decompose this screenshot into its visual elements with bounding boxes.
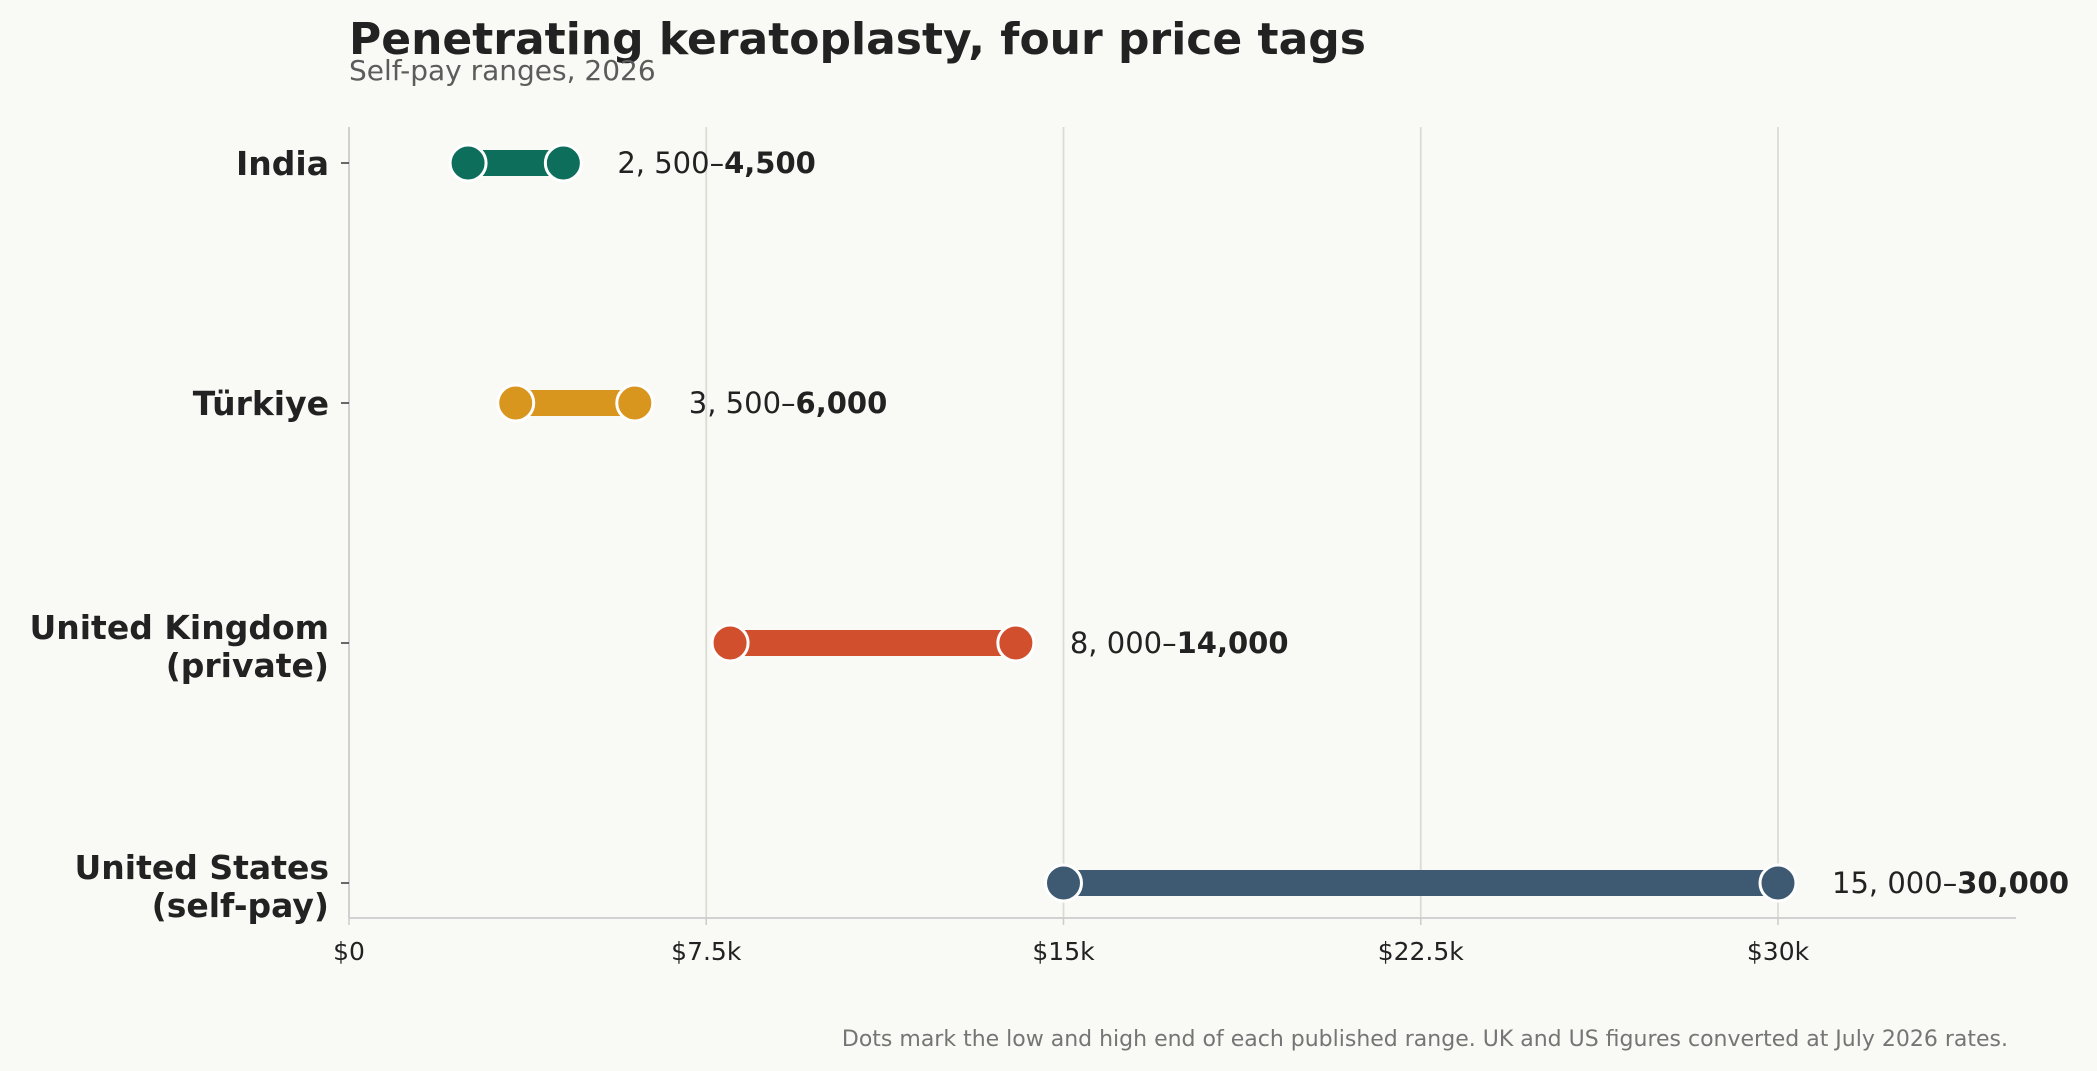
- range-label-low-3: 15, 000–: [1832, 866, 1957, 900]
- range-dot-low-1: [496, 383, 536, 423]
- range-label-3: 15, 000–30,000: [1832, 866, 2069, 900]
- range-label-high-3: 30,000: [1957, 866, 2069, 900]
- x-tick-label-1: $7.5k: [671, 937, 742, 966]
- range-dot-high-3: [1758, 863, 1798, 903]
- range-dot-low-3: [1044, 863, 1083, 903]
- gridlines: [705, 127, 1779, 918]
- range-labels: 2, 500–4,500 3, 500–6,000 8, 000–14,000 15,…: [617, 146, 2069, 900]
- range-label-2: 8, 000–14,000: [1070, 626, 1289, 660]
- range-dot-high-1: [615, 383, 655, 423]
- range-label-high-0: 4,500: [724, 146, 816, 180]
- chart-title: Penetrating keratoplasty, four price tag…: [349, 14, 1366, 65]
- range-bar-1: [515, 390, 635, 416]
- range-label-high-1: 6,000: [796, 386, 888, 420]
- x-tick-label-4: $30k: [1747, 937, 1810, 966]
- range-label-1: 3, 500–6,000: [689, 386, 887, 420]
- category-label-1: Türkiye: [193, 384, 329, 423]
- category-label-0: India: [236, 144, 329, 183]
- range-dot-high-2: [996, 623, 1036, 663]
- axes: [348, 127, 2016, 919]
- range-bar-2: [730, 630, 1016, 656]
- range-dot-low-2: [710, 623, 750, 663]
- range-bar-3: [1063, 870, 1778, 896]
- range-label-low-0: 2, 500–: [617, 146, 724, 180]
- range-dot-low-0: [448, 143, 488, 183]
- range-label-0: 2, 500–4,500: [617, 146, 815, 180]
- range-label-low-1: 3, 500–: [689, 386, 796, 420]
- x-axis-ticks: $0 $7.5k $15k $22.5k $30k: [333, 918, 1810, 966]
- range-dot-high-0: [543, 143, 583, 183]
- category-label-3: United States (self-pay): [75, 848, 329, 925]
- range-bars: [448, 143, 1798, 903]
- chart-subtitle: Self-pay ranges, 2026: [349, 54, 656, 87]
- x-tick-label-3: $22.5k: [1378, 937, 1465, 966]
- category-label-2: United Kingdom (private): [29, 608, 329, 685]
- x-tick-label-0: $0: [333, 937, 365, 966]
- x-tick-label-2: $15k: [1032, 937, 1095, 966]
- category-labels: India Türkiye United Kingdom (private) Unite…: [29, 144, 349, 925]
- range-label-low-2: 8, 000–: [1070, 626, 1177, 660]
- footnote: Dots mark the low and high end of each p…: [842, 1027, 2008, 1052]
- range-label-high-2: 14,000: [1177, 626, 1289, 660]
